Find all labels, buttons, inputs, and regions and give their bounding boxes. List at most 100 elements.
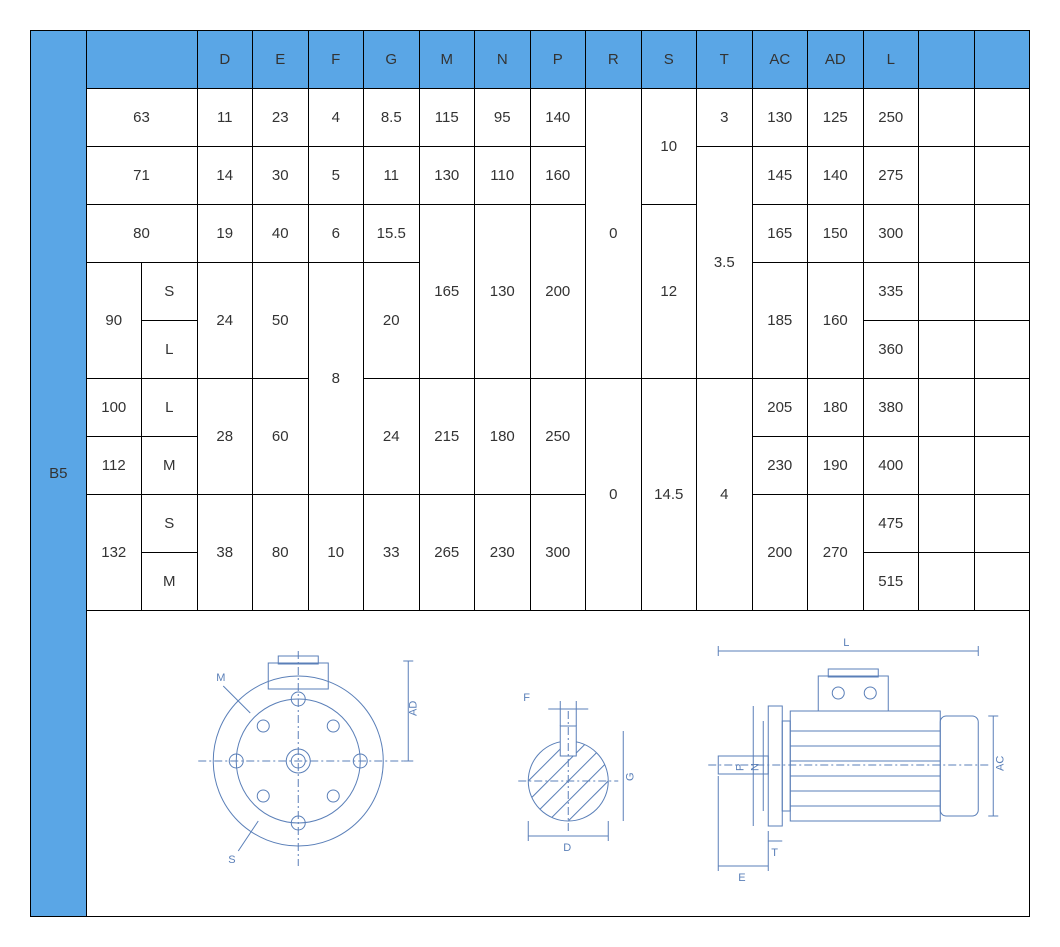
c: [919, 321, 975, 379]
lbl-AD: AD: [407, 701, 419, 716]
c: 200: [752, 495, 808, 611]
c-R1: 0: [586, 89, 642, 379]
c: [919, 205, 975, 263]
col-G: G: [364, 31, 420, 89]
lbl-F: F: [523, 692, 530, 704]
sub-100L: L: [142, 379, 198, 437]
frame-71: 71: [86, 147, 197, 205]
c: 300: [863, 205, 919, 263]
c: 265: [419, 495, 475, 611]
c-AD90: 160: [808, 263, 864, 379]
c: [974, 495, 1030, 553]
lbl-D: D: [563, 842, 571, 854]
c: 115: [419, 89, 475, 147]
col-D: D: [197, 31, 253, 89]
c: 11: [364, 147, 420, 205]
sub-90L: L: [142, 321, 198, 379]
c: 300: [530, 495, 586, 611]
row-80: 80 19 40 6 15.5 165 130 200 12 165 150 3…: [31, 205, 1030, 263]
c: [919, 437, 975, 495]
c: 140: [808, 147, 864, 205]
col-N: N: [475, 31, 531, 89]
col-blank1: [919, 31, 975, 89]
c: 19: [197, 205, 253, 263]
c-F8: 8: [308, 263, 364, 495]
side-label: B5: [31, 31, 87, 917]
c: 50: [253, 263, 309, 379]
c: [974, 379, 1030, 437]
col-AD: AD: [808, 31, 864, 89]
c: 130: [752, 89, 808, 147]
c: 190: [808, 437, 864, 495]
c-T1: 3: [697, 89, 753, 147]
sub-90S: S: [142, 263, 198, 321]
c: 230: [752, 437, 808, 495]
c-G100: 24: [364, 379, 420, 495]
col-M: M: [419, 31, 475, 89]
c: 5: [308, 147, 364, 205]
row-132S: 132 S 38 80 10 33 265 230 300 200 270 47…: [31, 495, 1030, 553]
lbl-L: L: [843, 637, 849, 649]
c: 6: [308, 205, 364, 263]
c-N3: 180: [475, 379, 531, 495]
header-row: B5 D E F G M N P R S T AC AD L: [31, 31, 1030, 89]
c: [919, 263, 975, 321]
c: 8.5: [364, 89, 420, 147]
c: [974, 263, 1030, 321]
spec-table: B5 D E F G M N P R S T AC AD L 63 11 23 …: [30, 30, 1030, 917]
c: [974, 553, 1030, 611]
c: 24: [197, 263, 253, 379]
motor-diagrams: M S AD: [87, 611, 1030, 916]
c: 14: [197, 147, 253, 205]
frame-112: 112: [86, 437, 142, 495]
c: 140: [530, 89, 586, 147]
c: 10: [308, 495, 364, 611]
c: 250: [863, 89, 919, 147]
sub-132M: M: [142, 553, 198, 611]
c: 30: [253, 147, 309, 205]
row-63: 63 11 23 4 8.5 115 95 140 0 10 3 130 125…: [31, 89, 1030, 147]
c: 475: [863, 495, 919, 553]
sub-112M: M: [142, 437, 198, 495]
c-T3: 4: [697, 379, 753, 611]
c: 160: [530, 147, 586, 205]
lbl-T: T: [771, 847, 778, 859]
c: [919, 379, 975, 437]
c: [919, 89, 975, 147]
c-S1: 10: [641, 89, 697, 205]
c: 125: [808, 89, 864, 147]
col-E: E: [253, 31, 309, 89]
c: 270: [808, 495, 864, 611]
sub-132S: S: [142, 495, 198, 553]
col-L: L: [863, 31, 919, 89]
lbl-M: M: [216, 672, 225, 684]
lbl-P: P: [734, 764, 746, 771]
c-R2: 0: [586, 379, 642, 611]
frame-100: 100: [86, 379, 142, 437]
frame-132: 132: [86, 495, 142, 611]
c: 38: [197, 495, 253, 611]
col-T: T: [697, 31, 753, 89]
c: [974, 89, 1030, 147]
c-E100: 60: [253, 379, 309, 495]
row-71: 71 14 30 5 11 130 110 160 3.5 145 140 27…: [31, 147, 1030, 205]
c: [974, 321, 1030, 379]
c: 150: [808, 205, 864, 263]
c: 110: [475, 147, 531, 205]
c: 165: [752, 205, 808, 263]
c: 230: [475, 495, 531, 611]
c-P3: 250: [530, 379, 586, 495]
c: 275: [863, 147, 919, 205]
diagram-row: M S AD: [31, 611, 1030, 917]
c: 130: [419, 147, 475, 205]
c: [919, 553, 975, 611]
c: [919, 147, 975, 205]
c: 20: [364, 263, 420, 379]
row-100L: 100 L 28 60 24 215 180 250 0 14.5 4 205 …: [31, 379, 1030, 437]
c: [919, 495, 975, 553]
diagram-cell: M S AD: [86, 611, 1030, 917]
col-P: P: [530, 31, 586, 89]
lbl-N: N: [749, 763, 761, 771]
c: 33: [364, 495, 420, 611]
col-S: S: [641, 31, 697, 89]
